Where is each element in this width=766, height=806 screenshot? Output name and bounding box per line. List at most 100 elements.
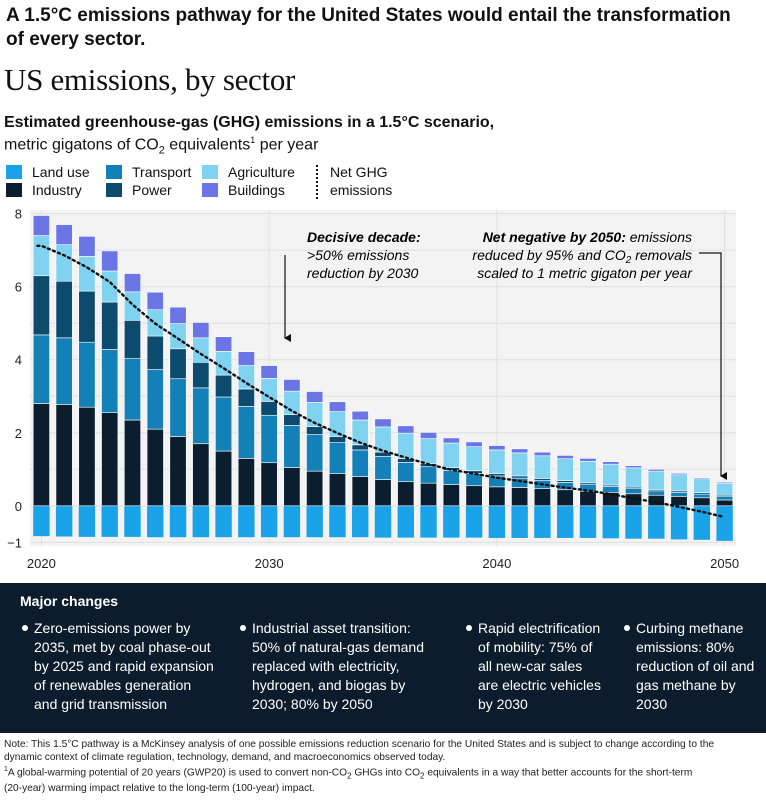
- bar-industry: [420, 482, 438, 507]
- bar-power: [78, 290, 96, 343]
- bar-power: [146, 335, 164, 370]
- bar-industry: [283, 467, 301, 507]
- bar-buildings: [442, 437, 460, 444]
- bar-buildings: [511, 448, 529, 454]
- bar-transport: [78, 341, 96, 408]
- bar-transport: [169, 378, 187, 437]
- bar-land-use: [124, 505, 141, 537]
- bar-transport: [260, 414, 278, 464]
- bar-buildings: [602, 461, 620, 465]
- legend-item-net-ghg: Net GHG emissions: [316, 163, 426, 199]
- bar-buildings: [716, 481, 734, 484]
- legend-item-power: Power: [106, 181, 172, 199]
- legend-swatch: [106, 183, 122, 197]
- bar-power: [306, 426, 324, 435]
- bar-buildings: [283, 379, 301, 392]
- bar-buildings: [374, 418, 392, 428]
- bar-industry: [215, 450, 233, 507]
- bar-industry: [32, 403, 50, 507]
- annotation-decisive-decade: Decisive decade: >50% emissions reductio…: [307, 229, 425, 281]
- bar-buildings: [260, 365, 278, 379]
- bar-transport: [306, 434, 324, 472]
- legend-swatch: [106, 165, 122, 179]
- bar-transport: [442, 470, 460, 485]
- bar-power: [328, 436, 346, 443]
- bar-power: [283, 414, 301, 426]
- bar-land-use: [397, 505, 414, 538]
- bar-buildings: [465, 441, 483, 447]
- bar-power: [192, 361, 210, 389]
- bar-land-use: [443, 505, 460, 538]
- footnotes: Note: This 1.5°C pathway is a McKinsey a…: [4, 739, 762, 796]
- bar-land-use: [238, 505, 255, 538]
- legend-item-industry: Industry: [6, 181, 82, 199]
- bar-agriculture: [442, 442, 460, 468]
- bar-buildings: [32, 215, 50, 236]
- y-tick-label: 0: [15, 499, 22, 514]
- bar-power: [215, 374, 233, 398]
- x-tick-label: 2050: [710, 556, 739, 571]
- bar-land-use: [215, 505, 232, 538]
- bar-buildings: [556, 455, 574, 460]
- bar-agriculture: [556, 458, 574, 481]
- bar-buildings: [146, 291, 164, 311]
- bar-land-use: [465, 505, 483, 538]
- bar-transport: [215, 396, 233, 452]
- bar-industry: [556, 489, 574, 507]
- legend-swatch: [202, 165, 218, 179]
- bar-agriculture: [260, 378, 278, 402]
- bar-land-use: [648, 505, 665, 539]
- bar-buildings: [533, 451, 551, 457]
- bar-power: [55, 280, 73, 339]
- bar-power: [101, 301, 119, 350]
- bullet-icon: [22, 625, 28, 631]
- bar-land-use: [55, 505, 73, 537]
- bar-land-use: [488, 505, 506, 538]
- legend-swatch: [202, 183, 218, 197]
- bar-industry: [237, 458, 255, 507]
- bar-land-use: [693, 505, 711, 540]
- bar-transport: [579, 484, 597, 492]
- bar-agriculture: [420, 438, 438, 464]
- bar-land-use: [101, 505, 118, 537]
- bar-agriculture: [32, 235, 50, 277]
- bar-agriculture: [716, 482, 734, 496]
- bar-industry: [579, 490, 597, 507]
- bar-industry: [328, 473, 346, 507]
- legend-swatch: [6, 165, 22, 179]
- emissions-chart: −1 0 2 4 6 8 2020 2030 2040 2050 Decisive decade…: [7, 207, 739, 571]
- bar-industry: [169, 436, 187, 507]
- bar-buildings: [192, 322, 210, 339]
- bar-agriculture: [602, 463, 620, 486]
- bar-industry: [260, 462, 278, 507]
- bar-industry: [488, 486, 506, 507]
- bar-buildings: [306, 391, 324, 403]
- bar-buildings: [693, 477, 711, 480]
- bar-industry: [55, 404, 73, 507]
- x-tick-label: 2020: [27, 556, 56, 571]
- net-ghg-line-swatch: [316, 165, 318, 199]
- chart-title: US emissions, by sector: [4, 62, 296, 97]
- bar-land-use: [283, 505, 301, 538]
- bar-transport: [32, 334, 50, 404]
- bar-agriculture: [693, 478, 711, 493]
- bar-transport: [283, 425, 301, 468]
- bullet-icon: [466, 625, 472, 631]
- bar-agriculture: [465, 446, 483, 472]
- bar-buildings: [55, 224, 73, 245]
- bar-transport: [374, 456, 392, 480]
- bar-transport: [192, 387, 210, 445]
- note-text: Note: This 1.5°C pathway is a McKinsey a…: [4, 739, 715, 763]
- x-tick-label: 2030: [255, 556, 284, 571]
- change-item-mobility: Rapid electrification of mobility: 75% of…: [466, 619, 616, 714]
- bar-agriculture: [328, 411, 346, 437]
- bar-land-use: [352, 505, 369, 538]
- bar-land-use: [716, 505, 733, 541]
- bar-land-use: [169, 505, 187, 538]
- chart-unit: metric gigatons of CO2 equivalents1 per …: [4, 135, 319, 157]
- bar-buildings: [101, 250, 119, 272]
- bar-land-use: [78, 505, 96, 537]
- bar-buildings: [625, 465, 643, 469]
- bar-industry: [78, 406, 96, 507]
- bar-land-use: [306, 505, 323, 538]
